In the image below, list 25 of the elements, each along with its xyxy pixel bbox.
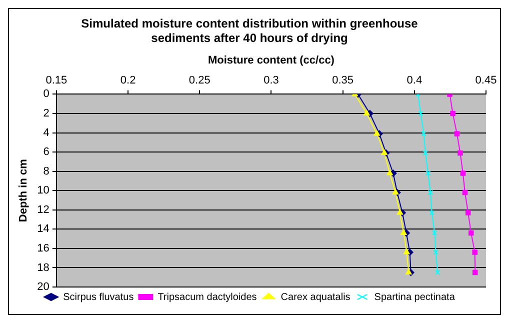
y-tick-label: 16 bbox=[37, 242, 50, 254]
chart-title: Simulated moisture content distribution within greenhouse sediments after 40 hours of drying bbox=[81, 16, 418, 45]
y-tick-label: 20 bbox=[37, 281, 50, 294]
x-tick-label: 0.2 bbox=[120, 74, 136, 87]
x-tick-label: 0.25 bbox=[188, 74, 210, 87]
y-tick-label: 18 bbox=[37, 262, 50, 274]
y-tick-label: 14 bbox=[37, 223, 50, 236]
x-tick-label: 0.4 bbox=[406, 74, 422, 87]
x-tick-label: 0.45 bbox=[475, 74, 497, 87]
legend-label: Scirpus fluvatus bbox=[63, 292, 134, 303]
legend-label: Carex aquatalis bbox=[280, 292, 350, 303]
x-tick-label: 0.35 bbox=[332, 74, 354, 87]
y-axis-title: Depth in cm bbox=[18, 158, 30, 222]
legend-label: Spartina pectinata bbox=[374, 292, 456, 303]
y-tick-label: 6 bbox=[43, 146, 50, 158]
y-tick-label: 4 bbox=[43, 126, 50, 139]
y-tick-label: 8 bbox=[43, 165, 50, 178]
legend-label: Tripsacum dactyloides bbox=[158, 292, 257, 303]
y-tick-label: 12 bbox=[37, 204, 50, 216]
y-tick-label: 10 bbox=[37, 184, 50, 197]
x-axis-title: Moisture content (cc/cc) bbox=[208, 54, 335, 66]
y-tick-label: 0 bbox=[43, 88, 50, 100]
x-tick-label: 0.3 bbox=[264, 74, 279, 87]
x-tick-label: 0.15 bbox=[46, 74, 68, 87]
y-tick-label: 2 bbox=[43, 108, 50, 120]
